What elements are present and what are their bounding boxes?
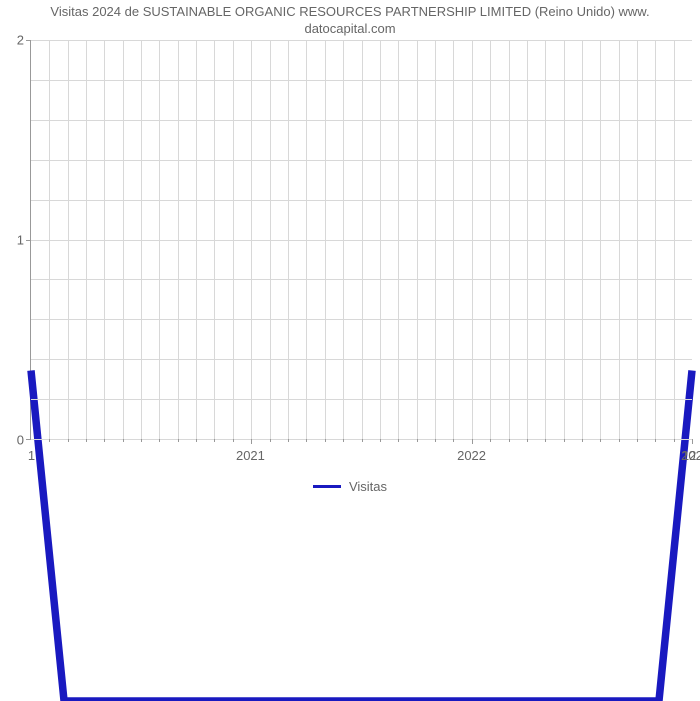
legend-swatch bbox=[313, 485, 341, 488]
vgrid bbox=[619, 40, 620, 439]
vgrid bbox=[123, 40, 124, 439]
vgrid bbox=[582, 40, 583, 439]
vgrid bbox=[545, 40, 546, 439]
chart-title-line1: Visitas 2024 de SUSTAINABLE ORGANIC RESO… bbox=[50, 4, 649, 19]
vgrid bbox=[196, 40, 197, 439]
vgrid bbox=[68, 40, 69, 439]
vgrid bbox=[270, 40, 271, 439]
plot-row: 012 bbox=[0, 40, 700, 440]
x-tick-label: 2021 bbox=[236, 448, 265, 463]
vgrid bbox=[417, 40, 418, 439]
chart-title: Visitas 2024 de SUSTAINABLE ORGANIC RESO… bbox=[0, 0, 700, 38]
vgrid bbox=[509, 40, 510, 439]
x-start-label: 1 bbox=[28, 448, 35, 463]
y-tick-label: 1 bbox=[17, 233, 24, 248]
vgrid bbox=[674, 40, 675, 439]
vgrid bbox=[141, 40, 142, 439]
vgrid bbox=[214, 40, 215, 439]
x-axis: 1 12 20212022202 bbox=[30, 444, 692, 464]
vgrid bbox=[564, 40, 565, 439]
vgrid bbox=[306, 40, 307, 439]
x-tick-label: 202 bbox=[681, 448, 700, 463]
legend: Visitas bbox=[0, 479, 700, 494]
vgrid bbox=[104, 40, 105, 439]
vgrid bbox=[86, 40, 87, 439]
visits-chart: Visitas 2024 de SUSTAINABLE ORGANIC RESO… bbox=[0, 0, 700, 500]
vgrid bbox=[600, 40, 601, 439]
plot-area bbox=[30, 40, 692, 440]
vgrid bbox=[343, 40, 344, 439]
vgrid bbox=[655, 40, 656, 439]
legend-label: Visitas bbox=[349, 479, 387, 494]
vgrid bbox=[435, 40, 436, 439]
vgrid bbox=[325, 40, 326, 439]
vgrid bbox=[490, 40, 491, 439]
vgrid bbox=[527, 40, 528, 439]
vgrid bbox=[362, 40, 363, 439]
vgrid bbox=[380, 40, 381, 439]
y-tick-label: 2 bbox=[17, 33, 24, 48]
vgrid bbox=[453, 40, 454, 439]
vgrid bbox=[178, 40, 179, 439]
vgrid bbox=[159, 40, 160, 439]
y-tick-label: 0 bbox=[17, 433, 24, 448]
vgrid bbox=[637, 40, 638, 439]
vgrid bbox=[233, 40, 234, 439]
chart-title-line2: datocapital.com bbox=[304, 21, 395, 36]
vgrid bbox=[49, 40, 50, 439]
vgrid bbox=[398, 40, 399, 439]
x-tick-label: 2022 bbox=[457, 448, 486, 463]
vgrid bbox=[288, 40, 289, 439]
